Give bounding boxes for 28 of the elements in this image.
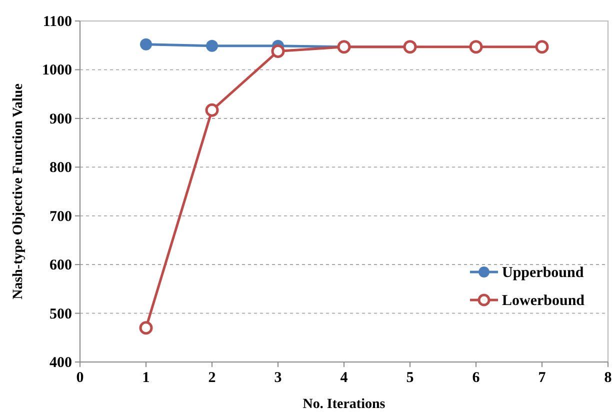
- x-tick-label: 0: [76, 370, 84, 386]
- y-tick-label: 900: [50, 111, 72, 128]
- x-tick-label: 4: [340, 370, 348, 386]
- x-tick-label: 8: [604, 370, 612, 386]
- point: [139, 321, 153, 335]
- x-tick-label: 7: [538, 370, 546, 386]
- y-axis-title: Nash-type Objective Function Value: [11, 84, 26, 300]
- y-tick-label: 1000: [42, 62, 72, 79]
- y-tick-label: 400: [50, 355, 72, 371]
- y-tick-label: 1100: [42, 14, 72, 30]
- point: [206, 40, 218, 52]
- legend-label: Lowerbound: [502, 293, 586, 309]
- y-tick-label: 500: [50, 306, 72, 322]
- x-tick-label: 5: [406, 370, 414, 386]
- x-axis-title: No. Iterations: [302, 397, 386, 412]
- x-tick-label: 3: [274, 370, 282, 386]
- x-tick-label: 6: [472, 370, 480, 386]
- y-tick-label: 600: [50, 258, 72, 274]
- point: [535, 40, 549, 54]
- point: [271, 44, 285, 58]
- point: [469, 40, 483, 54]
- y-tick-label: 800: [50, 160, 72, 176]
- point: [140, 38, 152, 50]
- legend-label: Upperbound: [502, 265, 584, 281]
- point: [205, 103, 219, 117]
- y-tick-label: 700: [50, 208, 72, 225]
- x-tick-label: 1: [142, 370, 150, 386]
- x-tick-label: 2: [208, 370, 216, 386]
